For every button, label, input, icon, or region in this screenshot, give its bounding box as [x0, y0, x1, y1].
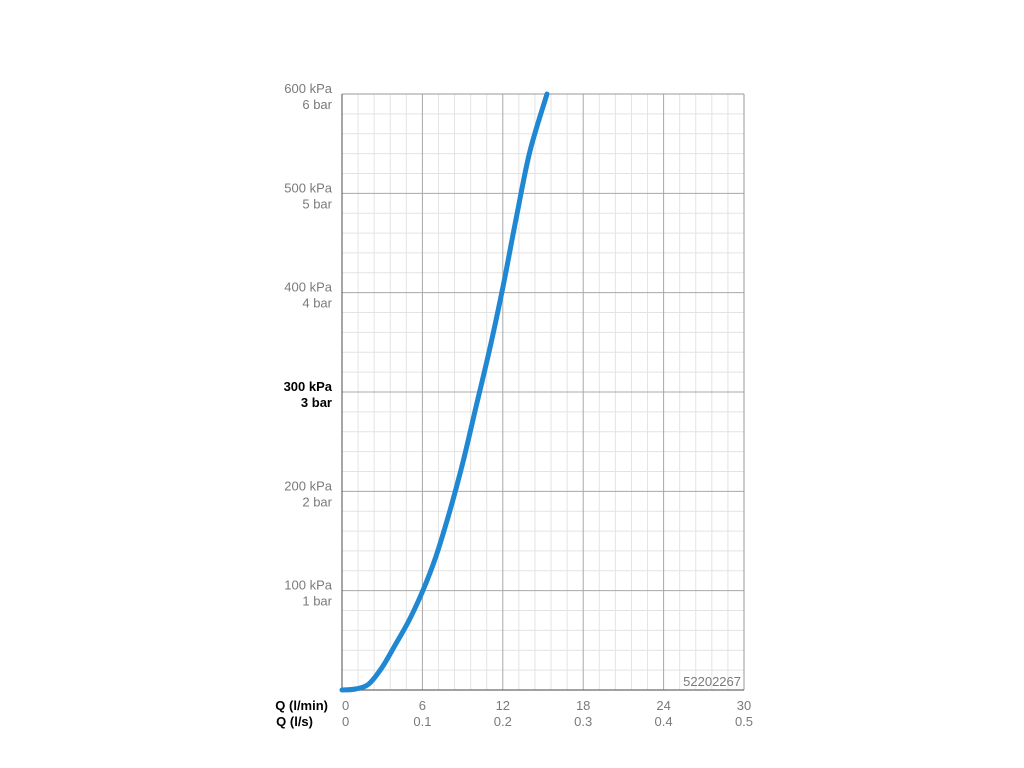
x-tick-label-lps: 0	[342, 714, 349, 729]
x-tick-label-lpm: 24	[656, 698, 670, 713]
x-tick-label-lps: 0.4	[655, 714, 673, 729]
x-tick-label-lpm: 0	[342, 698, 349, 713]
x-tick-label-lpm: 18	[576, 698, 590, 713]
curve-layer	[339, 91, 550, 693]
y-tick-label-kpa: 100 kPa	[284, 578, 332, 593]
flow-curve	[339, 91, 550, 693]
x-axis-title-lpm: Q (l/min)	[275, 698, 328, 713]
major-gridlines	[342, 94, 744, 690]
x-tick-label-lpm: 30	[737, 698, 751, 713]
y-tick-label-kpa: 200 kPa	[284, 478, 332, 493]
x-tick-label-lpm: 12	[496, 698, 510, 713]
y-tick-label-kpa: 300 kPa	[284, 379, 333, 394]
x-tick-label-lps: 0.1	[413, 714, 431, 729]
product-code-label: 52202267	[683, 674, 741, 689]
x-tick-label-lps: 0.5	[735, 714, 753, 729]
y-tick-label-bar: 4 bar	[302, 296, 332, 311]
y-tick-label-bar: 6 bar	[302, 97, 332, 112]
x-axis-labels: Q (l/min) Q (l/s) 0 6 12 18 24 30 0 0.1 0.2 0.3 0.…	[275, 698, 753, 729]
x-tick-label-lps: 0.3	[574, 714, 592, 729]
y-tick-label-kpa: 400 kPa	[284, 280, 332, 295]
y-tick-label-kpa: 500 kPa	[284, 180, 332, 195]
y-tick-label-kpa: 600 kPa	[284, 81, 332, 96]
x-axis-title-lps: Q (l/s)	[276, 714, 313, 729]
x-tick-label-lpm: 6	[419, 698, 426, 713]
y-tick-label-bar: 2 bar	[302, 494, 332, 509]
y-tick-label-bar: 1 bar	[302, 594, 332, 609]
x-tick-label-lps: 0.2	[494, 714, 512, 729]
plot-frame	[341, 93, 745, 691]
y-tick-label-bar: 5 bar	[302, 196, 332, 211]
y-tick-label-bar: 3 bar	[301, 395, 332, 410]
